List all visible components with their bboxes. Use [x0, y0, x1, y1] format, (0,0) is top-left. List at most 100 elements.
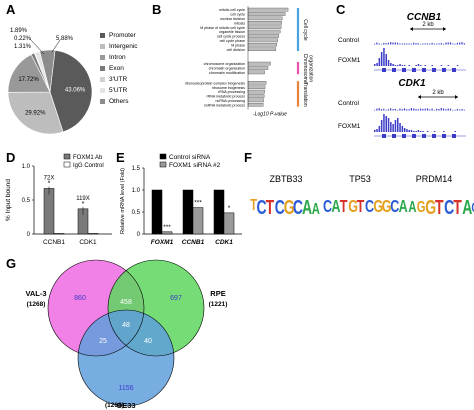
legend-label: 5'UTR — [109, 87, 127, 94]
signal-bar — [459, 43, 460, 45]
motif-logo-tp53: C A T G T C G G C A — [323, 197, 408, 217]
signal-bar — [411, 108, 412, 110]
legend-label: Exon — [109, 65, 124, 72]
signal-bar — [388, 109, 389, 110]
signal-bar — [415, 65, 417, 66]
mrna-bar-chart: 0 0.5 1.0 1.5 Relative mRNA level (Fold) *** F… — [114, 150, 248, 256]
go-bar — [248, 8, 288, 11]
go-bar — [248, 90, 265, 93]
pie-slice-label: 0.22% — [14, 36, 32, 42]
exon-block — [392, 134, 396, 138]
go-term-label: nuclear division — [220, 17, 245, 21]
signal-bar — [415, 109, 416, 110]
signal-bar — [397, 110, 398, 111]
signal-bar — [404, 43, 405, 44]
legend-label: Control siRNA — [169, 154, 211, 161]
signal-bar — [420, 44, 421, 45]
track-label: Control — [338, 100, 360, 107]
signal-bar — [388, 43, 389, 45]
go-term-label: chromatin modification — [209, 71, 245, 75]
exon-block — [442, 134, 446, 138]
signal-bar — [390, 42, 391, 44]
pie-slice-label: 17.72% — [18, 77, 39, 83]
go-term-label: ribonucleoprotein complex biogenesis — [185, 81, 245, 85]
signal-bar — [461, 109, 462, 111]
legend-item: Exon — [100, 63, 138, 74]
signal-bar — [395, 42, 396, 44]
signal-bar — [445, 109, 446, 110]
signal-bar — [452, 44, 453, 45]
signal-bar — [427, 43, 428, 44]
motif-title: PRDM14 — [394, 174, 474, 184]
signal-bar — [420, 65, 422, 66]
signal-bar — [450, 109, 451, 111]
signal-bar — [429, 44, 430, 45]
go-bar — [248, 99, 264, 102]
signal-bar — [395, 65, 397, 66]
signal-bar — [459, 109, 460, 110]
signal-bar — [441, 43, 442, 44]
svg-text:T: T — [357, 197, 365, 217]
y-tick-label: 0 — [137, 232, 141, 238]
go-bar — [248, 43, 277, 46]
exon-block — [412, 134, 416, 138]
y-axis-label: Relative mRNA level (Fold) — [120, 168, 126, 234]
signal-bar — [422, 109, 423, 111]
signal-bar — [386, 110, 387, 111]
exon-block — [402, 134, 406, 138]
signal-bar — [418, 109, 419, 110]
set-name: VAL-3 — [25, 289, 46, 298]
exon-block — [382, 68, 386, 72]
signal-bar — [427, 108, 428, 110]
signal-bar — [425, 109, 426, 111]
go-bar — [248, 62, 270, 65]
signal-bar — [388, 60, 390, 66]
svg-text:G: G — [417, 197, 426, 216]
signal-bar — [457, 43, 458, 45]
legend-item: Others — [100, 96, 138, 107]
signal-bar — [464, 43, 465, 44]
signal-bar — [383, 48, 385, 66]
svg-text:T: T — [340, 197, 348, 217]
venn-region-label: 48 — [122, 322, 130, 329]
signal-bar — [411, 130, 413, 132]
exon-block — [422, 134, 426, 138]
motif-logo-prdm14: A G G T C T A C — [408, 195, 474, 218]
bar — [44, 188, 54, 234]
sequence-logos: T C T C G C A A C A T G T C G G C A A G … — [246, 186, 474, 220]
signal-bar — [420, 109, 421, 111]
signal-bar — [438, 43, 439, 44]
signal-bar — [395, 120, 397, 132]
go-term-label: ncRNA processing — [215, 99, 245, 103]
go-term-label: mitosis — [234, 21, 245, 25]
exon-block — [402, 68, 406, 72]
gene-title: CDK1 — [398, 78, 426, 89]
signal-bar — [379, 44, 380, 45]
track-label: FOXM1 — [338, 57, 361, 64]
motif-title: TP53 — [320, 174, 400, 184]
signal-bar — [425, 65, 427, 66]
signal-bar — [441, 108, 442, 110]
bar — [214, 190, 224, 234]
signal-bar — [395, 109, 396, 111]
signal-bar — [379, 58, 381, 66]
exon-block — [442, 68, 446, 72]
svg-text:T: T — [266, 195, 275, 218]
chip-bar-chart: 00.51.0% Input bound *72XCCNB1*119XCDK1FO… — [0, 150, 118, 256]
set-count: (1221) — [209, 301, 228, 308]
signal-bar — [406, 109, 407, 110]
signal-bar — [376, 42, 377, 44]
venn-region-label: 860 — [74, 295, 86, 302]
signal-bar — [429, 109, 430, 110]
pie-slice-label: 43.06% — [65, 88, 86, 94]
go-term-label: M phase — [231, 43, 245, 47]
go-bar — [248, 34, 279, 37]
group-label: organization — [308, 55, 314, 82]
go-bar — [248, 94, 264, 97]
y-tick-label: 0.5 — [22, 198, 31, 204]
signal-bar — [381, 44, 382, 45]
group-label: Cell cycle — [302, 19, 308, 41]
svg-text:A: A — [312, 199, 320, 218]
group-label: Translation — [302, 82, 308, 107]
signal-bar — [448, 65, 450, 66]
